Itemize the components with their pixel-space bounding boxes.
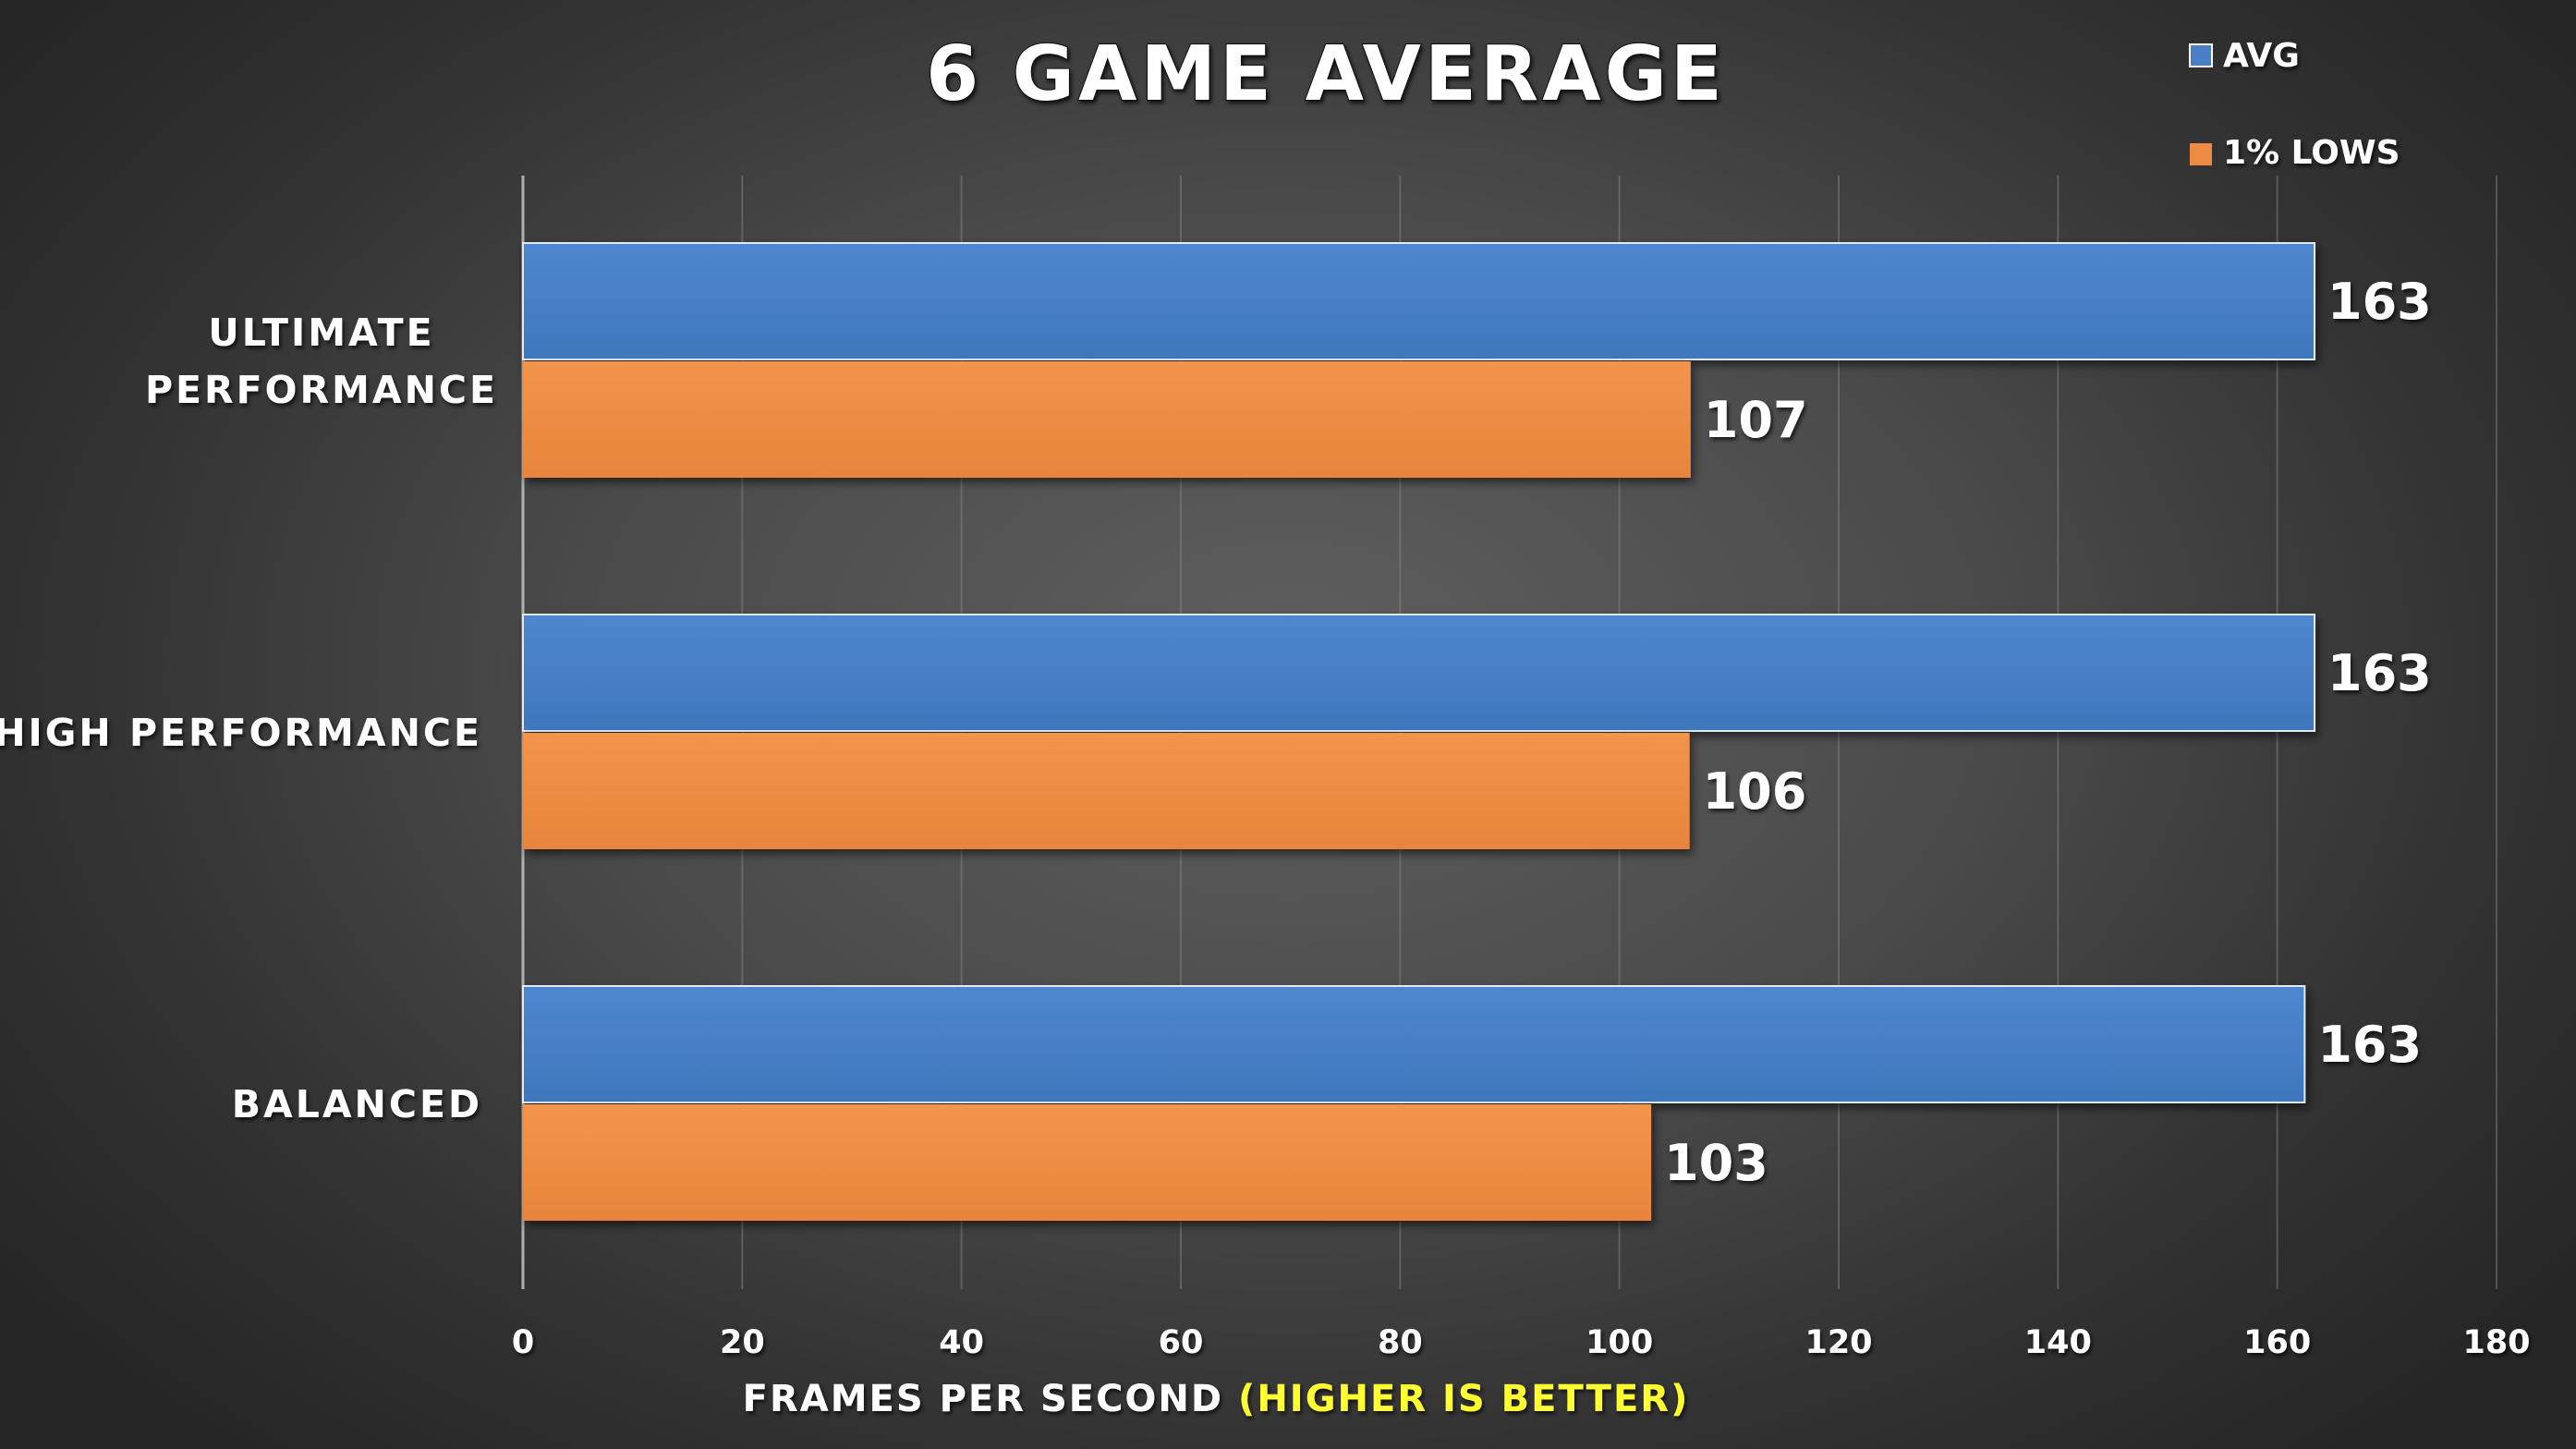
x-tick-label-120: 120 bbox=[1804, 1324, 1872, 1361]
y-category-label-1-0: HIGH PERFORMANCE bbox=[0, 711, 482, 755]
bar-avg-2 bbox=[522, 985, 2306, 1103]
bar-lows-2 bbox=[523, 1104, 1652, 1221]
data-label-avg-2: 163 bbox=[2317, 1016, 2422, 1074]
data-label-avg-1: 163 bbox=[2327, 644, 2432, 702]
legend-swatch-lows bbox=[2190, 143, 2212, 165]
legend-label-lows: 1% LOWS bbox=[2223, 134, 2400, 172]
x-tick-label-140: 140 bbox=[2024, 1324, 2092, 1361]
x-tick-label-0: 0 bbox=[512, 1324, 534, 1361]
labels: 0 20 40 60 80 100 120 140 160 180 163 107 ULTIMATE PE… bbox=[0, 273, 2531, 1361]
bars bbox=[522, 242, 2316, 1221]
x-tick-label-40: 40 bbox=[939, 1324, 984, 1361]
x-tick-label-80: 80 bbox=[1378, 1324, 1423, 1361]
y-category-label-2-0: BALANCED bbox=[232, 1082, 482, 1126]
x-tick-label-60: 60 bbox=[1159, 1324, 1204, 1361]
legend: AVG 1% LOWS bbox=[2189, 37, 2400, 172]
chart-title: 6 GAME AVERAGE bbox=[926, 30, 1726, 118]
data-label-avg-0: 163 bbox=[2327, 273, 2432, 331]
data-label-lows-0: 107 bbox=[1704, 391, 1808, 449]
legend-label-avg: AVG bbox=[2223, 37, 2300, 75]
data-label-lows-2: 103 bbox=[1664, 1134, 1768, 1192]
gridlines bbox=[521, 176, 2497, 1289]
x-tick-label-160: 160 bbox=[2243, 1324, 2311, 1361]
x-tick-label-20: 20 bbox=[720, 1324, 765, 1361]
y-category-label-0-1: PERFORMANCE bbox=[145, 368, 498, 412]
x-tick-label-180: 180 bbox=[2462, 1324, 2530, 1361]
legend-swatch-avg bbox=[2189, 43, 2213, 67]
x-axis-label: FRAMES PER SECOND (HIGHER IS BETTER) bbox=[743, 1378, 1690, 1420]
data-label-lows-1: 106 bbox=[1703, 762, 1807, 821]
bar-avg-0 bbox=[522, 242, 2316, 360]
y-category-label-0-0: ULTIMATE bbox=[208, 310, 434, 355]
bar-lows-0 bbox=[523, 361, 1691, 478]
x-axis-label-highlight: (HIGHER IS BETTER) bbox=[1238, 1378, 1689, 1420]
x-axis-label-main: FRAMES PER SECOND bbox=[743, 1378, 1223, 1420]
bar-lows-1 bbox=[523, 733, 1690, 849]
bar-avg-1 bbox=[522, 614, 2316, 732]
x-tick-label-100: 100 bbox=[1586, 1324, 1653, 1361]
